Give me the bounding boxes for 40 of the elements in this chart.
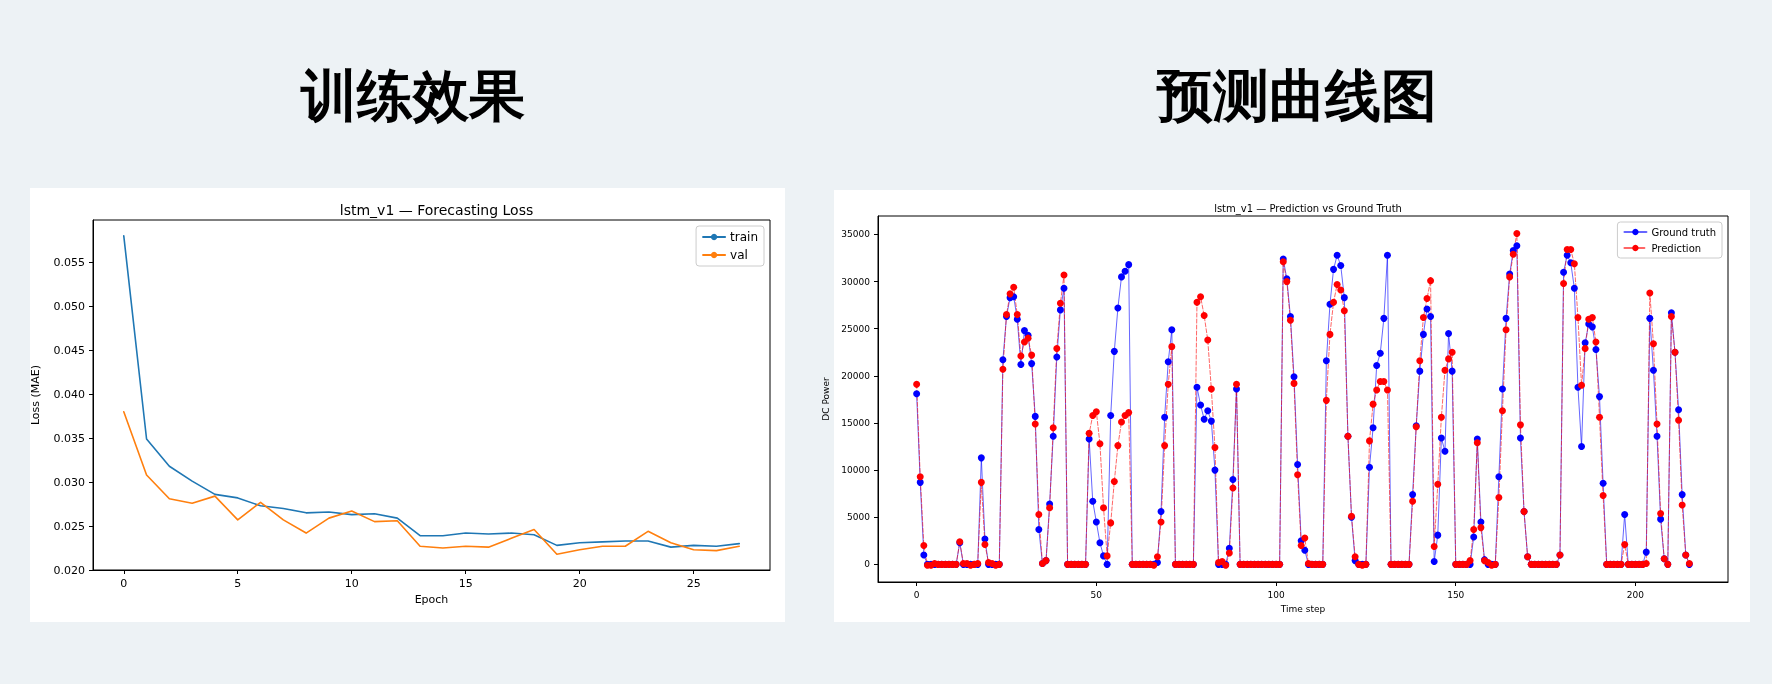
legend-label: val (730, 248, 748, 262)
chart-subtitle: lstm_v1 — Prediction vs Ground Truth (1214, 202, 1402, 215)
y-tick-label: 0.055 (53, 255, 85, 269)
y-tick-label: 0.035 (53, 431, 85, 445)
y-tick-label: 35000 (841, 229, 871, 240)
y-tick-label: 0.040 (53, 387, 85, 401)
y-axis-title: DC Power (820, 377, 831, 421)
x-tick-label: 0 (913, 589, 920, 600)
y-tick-label: 15000 (841, 417, 871, 428)
y-tick-label: 0.050 (53, 299, 85, 313)
x-tick-label: 0 (120, 577, 128, 590)
y-tick-label: 25000 (841, 323, 871, 334)
x-tick-label: 10 (344, 577, 359, 590)
y-tick-label: 20000 (841, 370, 871, 381)
legend-label: Ground truth (1651, 226, 1716, 238)
x-tick-label: 15 (458, 577, 473, 590)
legend-label: train (730, 230, 759, 244)
y-tick-label: 10000 (841, 465, 871, 476)
x-tick-label: 50 (1090, 589, 1103, 600)
x-tick-label: 100 (1267, 589, 1285, 600)
x-axis-title: Time step (1279, 603, 1326, 614)
x-tick-label: 150 (1447, 589, 1465, 600)
y-tick-label: 0.025 (53, 519, 85, 533)
y-tick-label: 0.045 (53, 343, 85, 357)
y-axis-title: Loss (MAE) (29, 364, 42, 426)
y-tick-label: 0.030 (53, 475, 85, 489)
y-tick-label: 0 (864, 559, 871, 570)
y-tick-label: 5000 (847, 512, 871, 523)
line-series (122, 410, 741, 555)
x-tick-label: 25 (686, 577, 701, 590)
y-tick-label: 0.020 (53, 563, 85, 577)
x-tick-label: 20 (572, 577, 587, 590)
chart-title: 预测曲线图 (1156, 62, 1437, 128)
x-axis-title: Epoch (414, 592, 449, 606)
legend-label: Prediction (1651, 242, 1702, 254)
y-tick-label: 30000 (841, 276, 871, 287)
x-tick-label: 5 (234, 577, 242, 590)
x-tick-label: 200 (1626, 589, 1645, 600)
chart-title: 训练效果 (299, 62, 525, 128)
chart-subtitle: lstm_v1 — Forecasting Loss (339, 202, 534, 218)
